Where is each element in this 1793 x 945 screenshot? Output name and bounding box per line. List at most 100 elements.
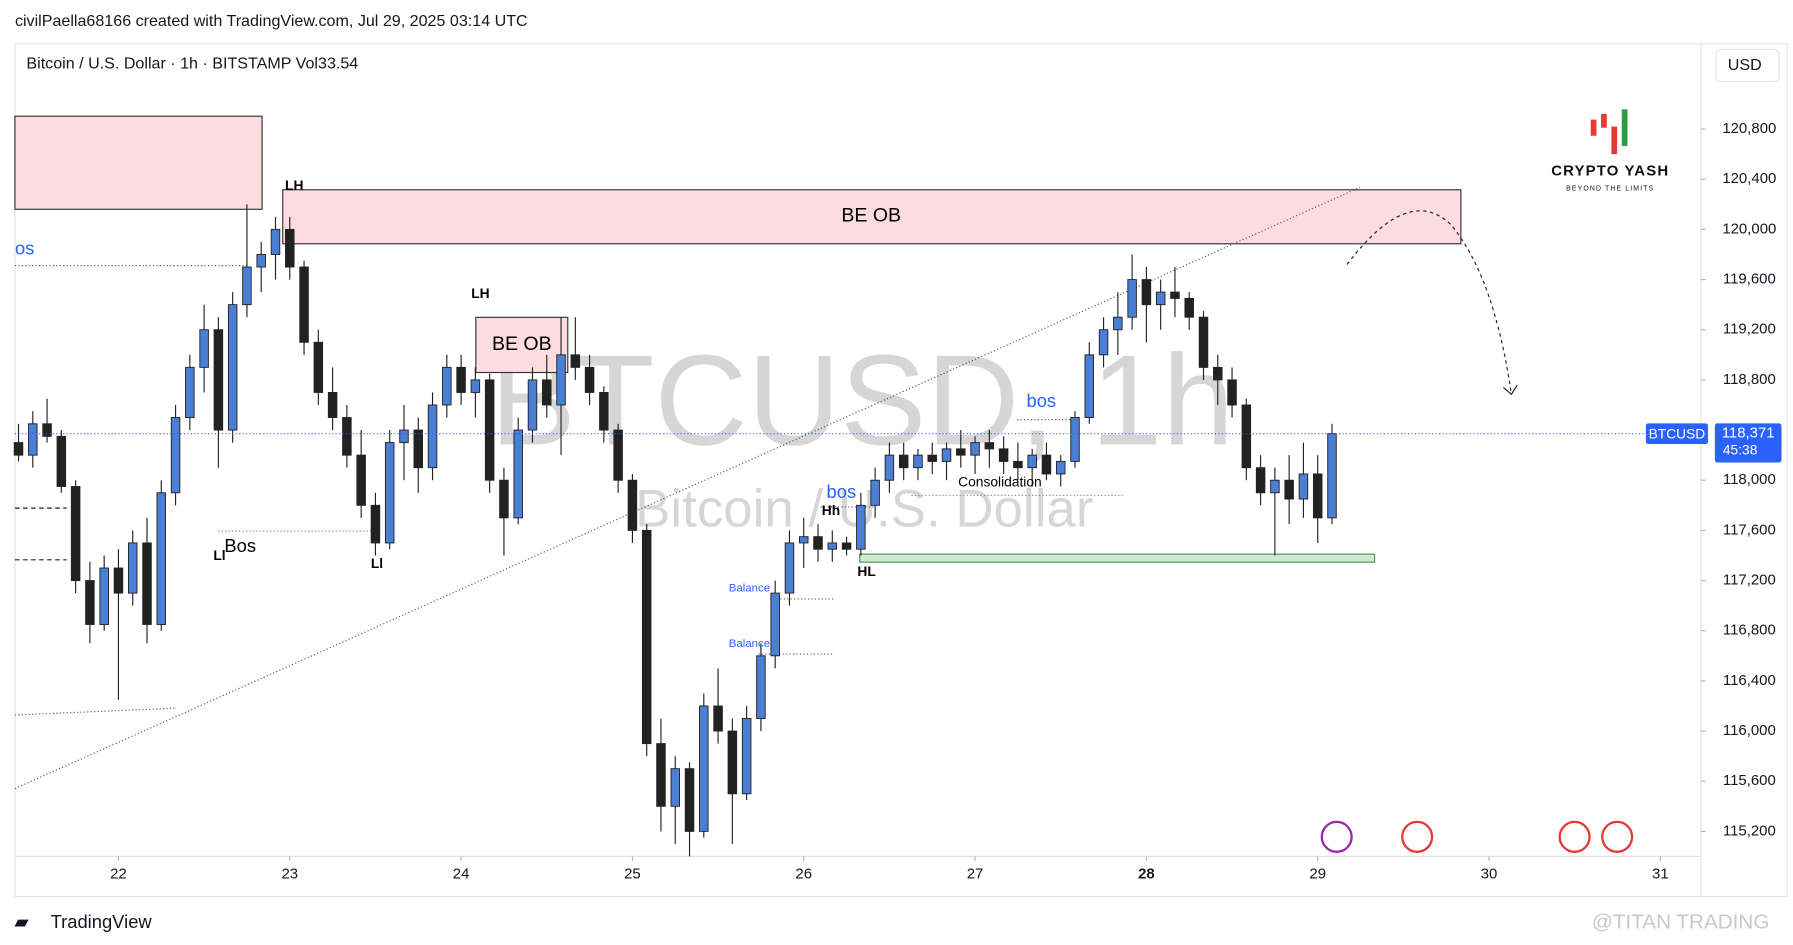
price-tag	[1714, 423, 1782, 463]
candle-body	[1027, 454, 1037, 469]
footer-source: @TITAN TRADING	[1592, 911, 1770, 934]
annotation: Ll	[371, 556, 383, 571]
x-tick-label: 29	[1309, 866, 1326, 883]
candle-body	[1255, 467, 1266, 494]
y-tick-label: 118,800	[1723, 371, 1776, 388]
symbol-tag-label: BTCUSD	[1649, 426, 1706, 441]
trendline	[14, 186, 1360, 790]
candle-body	[527, 379, 538, 431]
candle-body	[299, 266, 309, 343]
annotation: bos	[1026, 390, 1056, 411]
candle-body	[556, 354, 566, 406]
candle-body	[513, 429, 523, 519]
candle-body	[1312, 473, 1323, 519]
y-tick-label: 115,200	[1723, 822, 1776, 839]
candle-body	[127, 542, 138, 594]
footer-brand: TradingView	[51, 911, 153, 932]
annotation: LH	[285, 178, 303, 193]
logo-bar	[1621, 109, 1628, 147]
credit: civilPaella68166 created with TradingVie…	[15, 12, 528, 30]
x-tick-label: 24	[453, 866, 470, 883]
candle-body	[599, 391, 609, 431]
brand-mark: ▰	[14, 912, 29, 932]
candle-body	[484, 379, 495, 481]
candle-body	[813, 536, 823, 550]
y-tick-label: 116,800	[1723, 622, 1776, 639]
candle-body	[170, 417, 181, 494]
candle-body	[227, 304, 238, 431]
symbol-tag	[1645, 423, 1708, 445]
y-tick-label: 120,400	[1722, 170, 1776, 187]
candle-body	[85, 580, 95, 625]
candle-body	[1127, 279, 1137, 318]
candle-body	[384, 442, 395, 544]
candle-body	[356, 454, 366, 506]
candle-body	[242, 266, 252, 306]
candle-body	[1227, 379, 1237, 406]
candle-body	[684, 768, 695, 832]
event-icon[interactable]	[1558, 820, 1591, 853]
y-tick-label: 120,000	[1722, 220, 1776, 237]
candle-body	[584, 366, 595, 393]
annotation: Balance	[729, 583, 771, 595]
x-tick-label: 27	[967, 866, 984, 883]
candle-body	[342, 417, 352, 456]
candle-body	[1070, 417, 1080, 462]
currency[interactable]: USD	[1728, 56, 1762, 74]
candle-body	[256, 254, 266, 268]
event-icon[interactable]	[1320, 820, 1353, 853]
annotation: Consolidation	[958, 474, 1042, 489]
x-tick-label: 31	[1652, 866, 1669, 883]
candle-body	[285, 228, 295, 268]
candle-body	[542, 379, 552, 406]
event-icon[interactable]	[1401, 820, 1434, 853]
logo-bar	[1590, 119, 1597, 136]
candle-body	[1155, 291, 1166, 306]
candle-body	[13, 442, 24, 456]
annotation: os	[15, 237, 34, 258]
candle-body	[56, 435, 67, 487]
candle-body	[827, 542, 838, 550]
chart-frame	[14, 43, 1788, 898]
candle-body	[113, 567, 124, 594]
candle-body	[1170, 291, 1180, 299]
currency-button[interactable]	[1715, 48, 1780, 83]
arrow-head	[1502, 384, 1518, 396]
candle-body	[270, 228, 281, 255]
candle-body	[1327, 433, 1337, 519]
annotation: BE OB	[841, 204, 901, 226]
x-tick-label: 30	[1481, 866, 1498, 883]
candle-body	[185, 366, 195, 418]
candle-body	[28, 423, 38, 456]
candle-body	[99, 567, 109, 625]
candle-body	[856, 504, 866, 550]
candle-body	[1098, 329, 1109, 356]
y-tick-label: 119,200	[1723, 321, 1776, 338]
x-tick-label: 22	[110, 866, 127, 883]
annotation: LH	[471, 286, 489, 301]
candle-body	[784, 542, 795, 594]
order-block	[282, 189, 1462, 245]
event-icon[interactable]	[1601, 820, 1634, 853]
candle-body	[142, 542, 152, 625]
order-block	[475, 316, 569, 374]
logo-title: CRYPTO YASH	[1551, 162, 1669, 179]
candle-body	[570, 354, 581, 368]
candle-body	[927, 454, 937, 462]
candle-body	[456, 366, 466, 393]
y-tick-label: 119,600	[1723, 271, 1776, 288]
candle-body	[1055, 460, 1066, 475]
y-tick-label: 115,600	[1723, 772, 1776, 789]
candle-body	[970, 442, 980, 456]
y-tick-label: 116,400	[1723, 672, 1776, 689]
candle-body	[641, 529, 652, 745]
projection-arrow	[1346, 210, 1512, 395]
candle-body	[913, 454, 923, 469]
candle-body	[627, 479, 638, 531]
candle-body	[613, 429, 623, 481]
candle-body	[741, 718, 752, 795]
annotation: Bos	[224, 535, 256, 556]
candle-body	[770, 592, 780, 657]
y-tick-label: 120,800	[1722, 120, 1776, 137]
